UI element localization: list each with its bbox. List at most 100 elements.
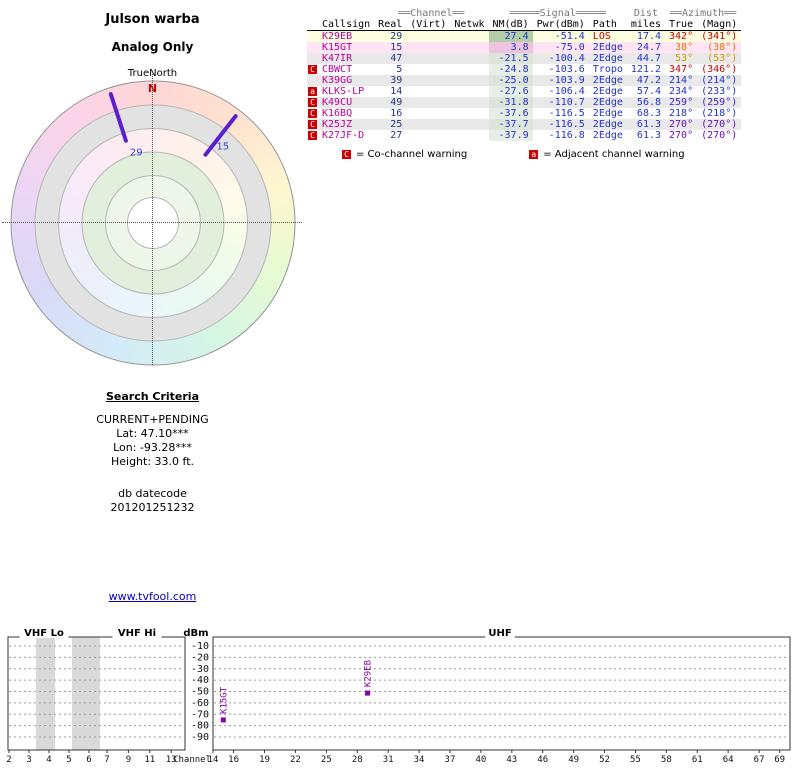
network-cell <box>450 42 488 53</box>
callsign-cell[interactable]: K25JZ <box>322 119 353 130</box>
channel-virt-cell <box>406 130 450 141</box>
channel-virt-cell <box>406 86 450 97</box>
channel-tick-label: 2 <box>6 755 11 765</box>
path-cell: 2Edge <box>592 119 623 130</box>
network-cell <box>450 97 488 108</box>
station-row: C K27JF-D 27 -37.9 -116.8 2Edge 61.3 270° (270°) <box>307 130 742 141</box>
channel-tick-label: 46 <box>537 755 548 765</box>
tvfool-link[interactable]: www.tvfool.com <box>108 590 197 603</box>
search-criteria-heading: Search Criteria <box>105 390 200 403</box>
warning-marker-cell: C <box>307 119 318 130</box>
callsign-cell[interactable]: K16BQ <box>322 108 353 119</box>
table-group-header-row: ══Channel══ ═════Signal═════ Dist ══Azim… <box>307 8 741 19</box>
col-header-real: Real <box>374 19 407 31</box>
co-channel-legend-text: = Co-channel warning <box>356 149 468 160</box>
search-criteria: Search Criteria CURRENT+PENDING Lat: 47.… <box>0 390 305 515</box>
channel-tick-label: 52 <box>599 755 610 765</box>
path-cell: 2Edge <box>592 86 623 97</box>
group-header-signal: ═════Signal═════ <box>509 8 606 19</box>
channel-virt-cell <box>406 75 450 86</box>
channel-real-cell: 25 <box>390 119 403 130</box>
signal-callsign-label: K15GT <box>219 686 229 714</box>
channel-virt-cell <box>406 97 450 108</box>
pwr-dbm-cell: -51.4 <box>554 31 585 42</box>
azimuth-magn-cell: (341°) <box>701 31 738 42</box>
channel-tick-label: 6 <box>86 755 91 765</box>
channel-real-cell: 16 <box>390 108 403 119</box>
warning-marker-cell <box>307 75 318 86</box>
distance-cell: 44.7 <box>636 53 662 64</box>
station-row: K47IR 47 -21.5 -100.4 2Edge 44.7 53° (53°) <box>307 53 742 64</box>
y-tick-label: -60 <box>191 698 209 709</box>
signal-marker <box>365 690 371 696</box>
channel-tick-label: 64 <box>723 755 734 765</box>
y-tick-label: -20 <box>191 652 209 663</box>
network-cell <box>450 64 488 75</box>
distance-cell: 61.3 <box>636 119 662 130</box>
callsign-cell[interactable]: K27JF-D <box>322 130 365 141</box>
callsign-cell[interactable]: K47IR <box>322 53 353 64</box>
col-header-warning <box>307 19 318 31</box>
dbm-axis-label: dBm <box>183 628 208 639</box>
warnings-legend: C = Co-channel warning a = Adjacent chan… <box>342 149 685 160</box>
network-cell <box>450 75 488 86</box>
channel-tick-label: 31 <box>383 755 394 765</box>
station-row: C K49CU 49 -31.8 -110.7 2Edge 56.8 259° (259°) <box>307 97 742 108</box>
group-header-azimuth: ══Azimuth══ <box>670 8 737 19</box>
path-cell: 2Edge <box>592 108 623 119</box>
network-cell <box>450 86 488 97</box>
channel-tick-label: 5 <box>66 755 71 765</box>
channel-tick-label: 43 <box>506 755 517 765</box>
y-tick-label: -70 <box>191 709 209 720</box>
network-cell <box>450 119 488 130</box>
channel-virt-cell <box>406 64 450 75</box>
co-channel-warning-icon: C <box>308 119 317 129</box>
col-header-nm: NM(dB) <box>488 19 533 31</box>
station-row: K15GT 15 3.8 -75.0 2Edge 24.7 38° (38°) <box>307 42 742 53</box>
station-signal-table: ══Channel══ ═════Signal═════ Dist ══Azim… <box>307 8 742 141</box>
warning-marker-cell <box>307 31 318 43</box>
station-row: C K16BQ 16 -37.6 -116.5 2Edge 68.3 218° (218°) <box>307 108 742 119</box>
channel-virt-cell <box>406 108 450 119</box>
azimuth-magn-cell: (218°) <box>701 108 738 119</box>
warning-marker-cell: a <box>307 86 318 97</box>
channel-tick-label: 49 <box>568 755 579 765</box>
vhf-gray-band <box>72 637 100 750</box>
callsign-cell[interactable]: K29EB <box>322 31 353 42</box>
nm-db-cell: -37.7 <box>488 119 533 130</box>
site-link-wrap: www.tvfool.com <box>0 590 305 603</box>
callsign-cell[interactable]: K39GG <box>322 75 353 86</box>
y-tick-label: -10 <box>191 641 209 652</box>
y-tick-label: -50 <box>191 687 209 698</box>
path-cell: 2Edge <box>592 75 623 86</box>
callsign-cell[interactable]: CBWCT <box>322 64 353 75</box>
pwr-dbm-cell: -100.4 <box>548 53 585 64</box>
azimuth-magn-cell: (259°) <box>701 97 738 108</box>
polar-markers-overlay: 29 15 <box>108 92 238 159</box>
callsign-cell[interactable]: K49CU <box>322 97 353 108</box>
channel-virt-cell <box>406 119 450 130</box>
channel-real-cell: 39 <box>390 75 403 86</box>
col-header-miles: miles <box>626 19 666 31</box>
col-header-pwr: Pwr(dBm) <box>532 19 589 31</box>
channel-tick-label: 13 <box>166 755 177 765</box>
adjacent-channel-legend-text: = Adjacent channel warning <box>543 149 685 160</box>
station-row: C K25JZ 25 -37.7 -116.5 2Edge 61.3 270° (270°) <box>307 119 742 130</box>
nm-db-cell: 27.4 <box>488 30 533 42</box>
vhf-hi-label: VHF Hi <box>118 628 156 639</box>
col-header-callsign: Callsign <box>318 19 375 31</box>
col-header-path: Path <box>588 19 627 31</box>
channel-tick-label: 67 <box>754 755 765 765</box>
channel-tick-label: 7 <box>104 755 109 765</box>
nm-db-cell: -25.0 <box>488 75 533 86</box>
warning-marker-cell: C <box>307 108 318 119</box>
co-channel-warning-icon: C <box>308 97 317 107</box>
group-header-empty <box>307 8 374 19</box>
col-header-netwk: Netwk <box>450 19 489 31</box>
callsign-cell[interactable]: KLKS-LP <box>322 86 365 97</box>
warning-marker-cell: C <box>307 64 318 75</box>
vhf-panel <box>7 636 186 751</box>
pwr-dbm-cell: -110.7 <box>548 97 585 108</box>
co-channel-warning-icon: C <box>308 130 317 140</box>
callsign-cell[interactable]: K15GT <box>322 42 353 53</box>
